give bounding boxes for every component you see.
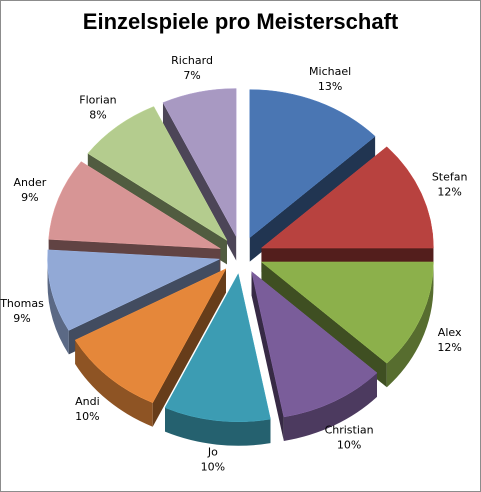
label-ander-value: 9% — [21, 191, 38, 204]
label-ander-name: Ander — [13, 176, 46, 189]
label-michael-name: Michael — [309, 65, 351, 78]
slice-edge-jo — [165, 407, 271, 446]
slice-andi — [74, 268, 227, 404]
label-richard-name: Richard — [171, 54, 213, 67]
slice-florian — [87, 106, 228, 242]
slice-wall-richard-0 — [162, 102, 237, 261]
slice-edge-andi — [75, 340, 153, 427]
label-michael-value: 13% — [318, 80, 342, 93]
slice-wall-christian-1 — [251, 271, 284, 441]
slice-ander — [48, 161, 221, 249]
label-alex-name: Alex — [438, 326, 462, 339]
label-andi-name: Andi — [75, 395, 100, 408]
slice-thomas — [47, 249, 220, 331]
label-richard-value: 7% — [183, 69, 200, 82]
slice-christian — [251, 270, 378, 418]
slice-edge-alex — [386, 261, 434, 388]
label-christian-value: 10% — [337, 438, 361, 451]
slice-edge-thomas — [47, 259, 69, 355]
label-andi-value: 10% — [75, 410, 99, 423]
slice-edge-christian — [283, 372, 377, 441]
slice-richard — [162, 88, 237, 237]
slice-michael — [249, 89, 376, 239]
slice-jo — [164, 273, 271, 423]
label-thomas-name: Thomas — [0, 297, 44, 310]
chart-title: Einzelspiele pro Meisterschaft — [82, 9, 399, 34]
label-jo-name: Jo — [207, 445, 218, 458]
slice-wall-andi-0 — [152, 268, 226, 427]
label-florian-name: Florian — [79, 93, 116, 106]
label-alex-value: 12% — [437, 341, 461, 354]
label-thomas-value: 9% — [13, 312, 30, 325]
label-florian-value: 8% — [89, 108, 106, 121]
slice-alex — [260, 261, 434, 364]
slice-stefan — [260, 146, 434, 249]
label-stefan-name: Stefan — [432, 170, 468, 183]
label-jo-value: 10% — [201, 460, 225, 473]
label-stefan-value: 12% — [437, 185, 461, 198]
label-christian-name: Christian — [325, 423, 374, 436]
slice-wall-michael-1 — [249, 136, 376, 262]
